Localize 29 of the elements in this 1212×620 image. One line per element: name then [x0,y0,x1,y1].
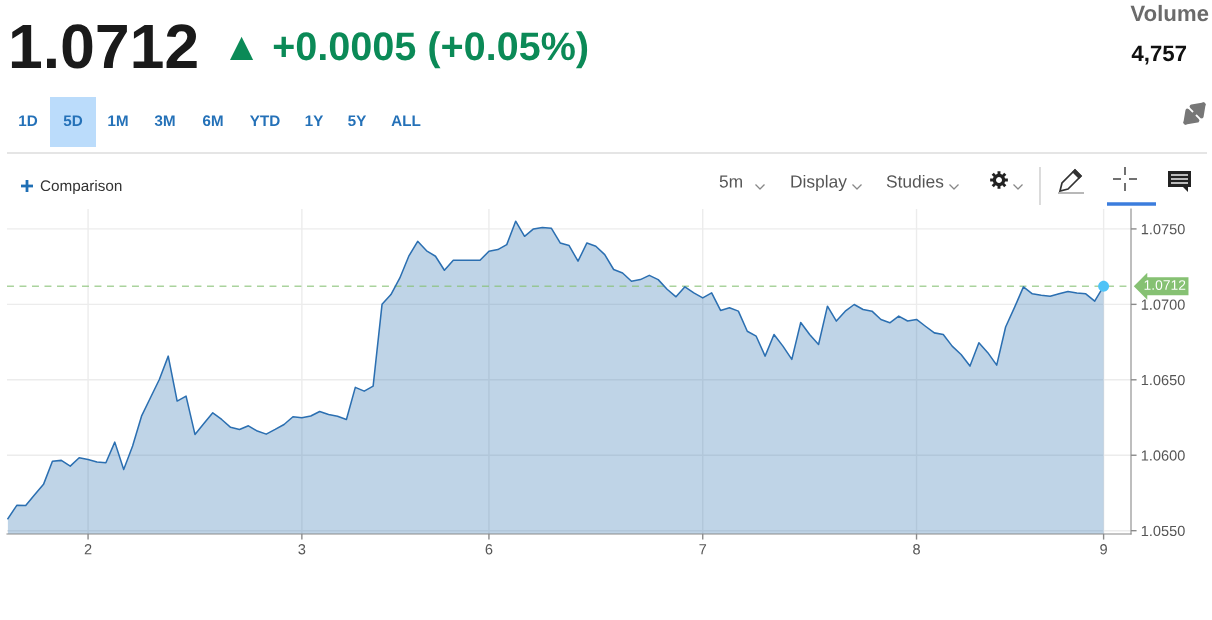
text: 1D [19,115,38,126]
text: Volume [1130,4,1209,22]
text: Display [791,174,847,192]
y-tick-label: 1.0550 [1141,525,1185,537]
x-tick-label: 3 [298,544,306,555]
text: 6M [202,115,223,127]
text: 4,757 [1131,45,1187,65]
text: 1Y [305,115,324,126]
text: Comparison [40,179,122,195]
x-tick-label: 9 [1100,544,1107,555]
text: 3M [154,115,175,127]
text: YTD [249,115,280,126]
text: 5D [63,115,83,127]
chart-title: 1.0712 [11,24,197,69]
text: ALL [391,115,421,126]
y-tick-label: 1.0750 [1141,224,1185,235]
text: 1M [108,115,128,126]
y-tick-label: 1.0650 [1141,374,1185,386]
x-tick-label: 8 [913,544,920,555]
ref-line-label: 1.0712 [1144,280,1186,290]
y-tick-label: 1.0700 [1141,299,1185,310]
text: 5m [719,175,742,188]
text: Studies [886,174,944,188]
y-tick-label: 1.0600 [1141,450,1185,461]
x-tick-label: 6 [485,544,493,555]
chart-subtitle: ▲ +0.0005 (+0.05%) [230,31,588,69]
x-tick-label: 7 [699,544,707,555]
x-tick-label: 2 [84,544,92,555]
text: 5Y [348,115,367,127]
